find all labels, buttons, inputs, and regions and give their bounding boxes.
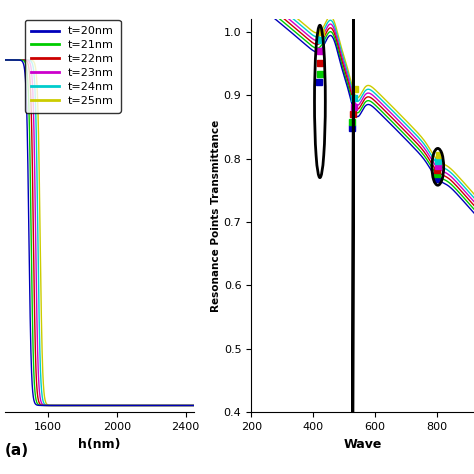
- X-axis label: h(nm): h(nm): [78, 438, 121, 451]
- Legend: t=20nm, t=21nm, t=22nm, t=23nm, t=24nm, t=25nm: t=20nm, t=21nm, t=22nm, t=23nm, t=24nm, …: [25, 20, 120, 112]
- Text: (a): (a): [5, 443, 29, 458]
- Y-axis label: Resonance Points Transmittance: Resonance Points Transmittance: [211, 119, 221, 312]
- X-axis label: Wave: Wave: [344, 438, 382, 451]
